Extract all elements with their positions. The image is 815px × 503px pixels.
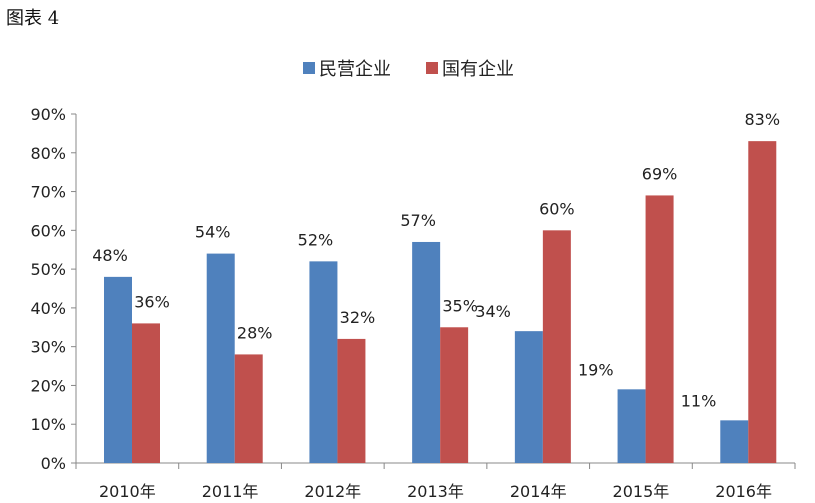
data-labels: 48% 54% 52% 57% 34% 19% 11% 36% 28% 32% 35% 60% 69% 8…	[92, 110, 780, 410]
y-tick-label: 10%	[30, 415, 66, 434]
y-tick-label: 20%	[30, 376, 66, 395]
legend-swatch-private	[303, 62, 315, 74]
data-label: 28%	[237, 323, 273, 342]
data-label: 54%	[195, 223, 231, 242]
bar-private-4	[514, 331, 543, 463]
y-tick-label: 60%	[30, 221, 66, 240]
y-tick-label: 30%	[30, 338, 66, 357]
bar-state-4	[542, 230, 571, 463]
legend: 民营企业 国有企业	[303, 59, 514, 80]
y-tick-label: 70%	[30, 183, 66, 202]
data-label: 19%	[578, 360, 614, 379]
x-axis: 2010年 2011年 2012年 2013年 2014年 2015年 2016年	[75, 462, 796, 501]
y-tick-label: 50%	[30, 260, 66, 279]
bar-private-2	[309, 261, 338, 463]
x-tick-label: 2015年	[613, 482, 670, 501]
y-tick-label: 40%	[30, 299, 66, 318]
y-tick-label: 0%	[41, 454, 66, 473]
bar-state-2	[337, 338, 366, 463]
bars	[104, 141, 777, 463]
bar-private-6	[720, 420, 749, 463]
bar-state-3	[440, 327, 469, 463]
x-tick-label: 2013年	[407, 482, 464, 501]
bar-state-6	[748, 141, 777, 463]
legend-swatch-state	[426, 62, 438, 74]
bar-private-5	[617, 389, 646, 463]
x-tick-label: 2014年	[510, 482, 567, 501]
y-tick-label: 90%	[30, 105, 66, 124]
data-label: 11%	[681, 391, 717, 410]
legend-label-state: 国有企业	[442, 59, 514, 80]
data-label: 48%	[92, 246, 128, 265]
data-label: 52%	[298, 230, 334, 249]
data-label: 60%	[539, 199, 575, 218]
x-tick-label: 2010年	[99, 482, 156, 501]
x-tick-label: 2011年	[202, 482, 259, 501]
y-tick-label: 80%	[30, 144, 66, 163]
x-tick-label: 2016年	[715, 482, 772, 501]
y-axis: 0% 10% 20% 30% 40% 50% 60% 70% 80% 90%	[30, 105, 77, 473]
bar-private-0	[104, 276, 132, 463]
data-label: 34%	[475, 302, 511, 321]
data-label: 32%	[340, 308, 376, 327]
data-label: 83%	[745, 110, 781, 129]
x-tick-label: 2012年	[304, 482, 361, 501]
data-label: 69%	[642, 164, 678, 183]
bar-private-3	[412, 241, 441, 463]
bar-private-1	[206, 253, 235, 463]
bar-state-0	[132, 323, 160, 463]
bar-state-5	[645, 195, 674, 463]
legend-label-private: 民营企业	[319, 59, 391, 80]
data-label: 35%	[442, 296, 478, 315]
bar-state-1	[234, 354, 263, 463]
data-label: 57%	[400, 211, 436, 230]
figure-label: 图表 4	[6, 8, 60, 29]
data-label: 36%	[134, 292, 170, 311]
